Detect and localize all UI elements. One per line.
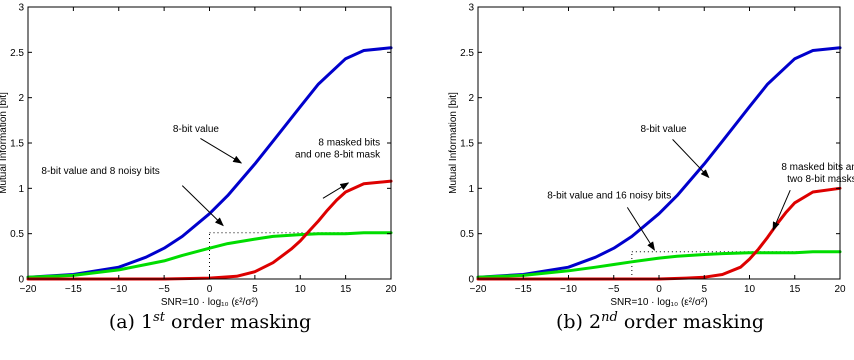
y-tick-label: 0 [18,275,24,286]
series-line-2 [476,250,842,279]
x-tick-label: 5 [701,284,707,295]
y-tick-label: 2 [18,93,24,104]
figure-caption: (b) 2nd order masking [556,310,764,333]
y-tick-label: 2.5 [10,48,24,59]
y-tick-label: 0.5 [460,229,474,240]
figure-caption: (a) 1st order masking [109,310,311,333]
x-axis-label: SNR=10 · log₁₀ (ε²/σ²) [161,297,258,308]
series-line-2 [26,231,393,279]
y-tick-label: 0.5 [10,229,24,240]
y-tick-label: 1 [18,184,24,195]
y-tick-label: 2.5 [460,48,474,59]
annotation-arrow [672,139,710,179]
x-tick-label: −20 [470,284,487,295]
x-tick-label: 5 [252,284,258,295]
x-tick-label: −10 [560,284,577,295]
annotation-label: 8 masked bits [318,138,380,149]
annotation-arrow [181,185,224,227]
annotation-label: 8-bit value and 16 noisy bits [547,190,671,201]
chart-panel-b: −20 −15 −10 −5 0 5 10 15 20 0 0.5 1 1.5 2 2.5 3 SNR=10 ·… [448,3,854,334]
series-line-3 [26,179,393,281]
annotation-label: 8-bit value [640,124,687,135]
y-tick-label: 1.5 [10,139,24,150]
y-axis-label: Mutual Information [bit] [448,92,459,194]
series-line-1 [476,46,842,279]
annotation-arrow [322,182,350,199]
x-tick-label: 15 [340,284,352,295]
annotation-arrow [772,189,791,231]
y-tick-label: 2 [468,93,474,104]
annotation-arrow [626,207,656,251]
x-tick-label: 10 [295,284,307,295]
annotation-label: and one 8-bit mask [295,150,381,161]
series-line-1 [26,46,393,279]
annotation-label: two 8-bit masks [787,174,854,185]
x-tick-label: −5 [608,284,620,295]
y-tick-label: 3 [468,3,474,14]
x-tick-label: 15 [789,284,801,295]
annotation-label: 8-bit value [173,124,220,135]
x-tick-label: −15 [65,284,82,295]
x-tick-label: 10 [744,284,756,295]
chart-panel-a: −20 −15 −10 −5 0 5 10 15 20 0 0.5 1 1.5 2 2.5 3 SNR=10 ·… [0,3,397,334]
annotation-label: 8 masked bits and [781,162,854,173]
y-axis-label: Mutual Information [bit] [0,92,9,194]
annotation-arrow [200,138,243,164]
x-tick-label: −10 [110,284,127,295]
x-tick-label: 20 [385,284,397,295]
y-tick-label: 3 [18,3,24,14]
annotation-label: 8-bit value and 8 noisy bits [41,166,159,177]
x-tick-label: 20 [834,284,846,295]
x-tick-label: 0 [656,284,662,295]
y-tick-label: 1 [468,184,474,195]
x-axis-label: SNR=10 · log₁₀ (ε²/σ²) [610,297,707,308]
x-tick-label: −20 [20,284,37,295]
x-tick-label: −15 [515,284,532,295]
plot-frame [477,6,841,280]
x-tick-label: 0 [207,284,213,295]
x-tick-label: −5 [158,284,170,295]
y-tick-label: 0 [468,275,474,286]
y-tick-label: 1.5 [460,139,474,150]
